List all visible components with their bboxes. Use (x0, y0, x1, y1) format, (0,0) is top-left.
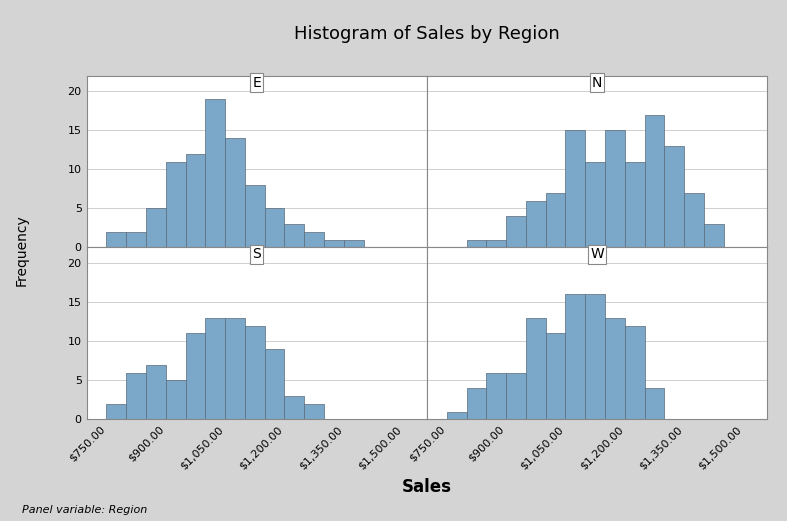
Bar (506, 373, 526, 419)
Bar (526, 318, 545, 419)
Bar (245, 185, 264, 247)
Bar (545, 333, 566, 419)
Bar (486, 373, 506, 419)
Bar (245, 326, 264, 419)
Bar (126, 232, 146, 247)
Bar (605, 318, 625, 419)
Bar (344, 240, 364, 247)
Bar (684, 193, 704, 247)
Bar (566, 294, 586, 419)
Bar (146, 208, 166, 247)
Bar (284, 396, 305, 419)
Bar (146, 365, 166, 419)
Bar (106, 232, 126, 247)
Bar (305, 232, 324, 247)
Bar (205, 318, 225, 419)
Bar (205, 99, 225, 247)
Text: Panel variable: Region: Panel variable: Region (22, 505, 147, 515)
Bar (264, 208, 284, 247)
Bar (664, 146, 684, 247)
Text: Frequency: Frequency (15, 214, 29, 286)
Bar (186, 154, 205, 247)
Bar (545, 193, 566, 247)
Bar (506, 216, 526, 247)
Bar (625, 162, 645, 247)
Bar (704, 224, 724, 247)
Text: N: N (592, 76, 602, 90)
Bar (467, 240, 486, 247)
Bar (305, 404, 324, 419)
Bar (566, 130, 586, 247)
Bar (605, 130, 625, 247)
Bar (166, 162, 186, 247)
Bar (447, 412, 467, 419)
Bar (166, 380, 186, 419)
Bar (126, 373, 146, 419)
Bar (284, 224, 305, 247)
Text: Histogram of Sales by Region: Histogram of Sales by Region (294, 25, 560, 43)
Bar (467, 388, 486, 419)
Bar (526, 201, 545, 247)
Bar (586, 294, 605, 419)
Bar (625, 326, 645, 419)
Text: S: S (253, 247, 261, 262)
Bar (324, 240, 344, 247)
Text: Sales: Sales (401, 478, 452, 496)
Bar (645, 388, 664, 419)
Bar (225, 318, 245, 419)
Bar (486, 240, 506, 247)
Bar (186, 333, 205, 419)
Text: E: E (253, 76, 261, 90)
Bar (106, 404, 126, 419)
Text: W: W (590, 247, 604, 262)
Bar (225, 138, 245, 247)
Bar (264, 349, 284, 419)
Bar (586, 162, 605, 247)
Bar (645, 115, 664, 247)
